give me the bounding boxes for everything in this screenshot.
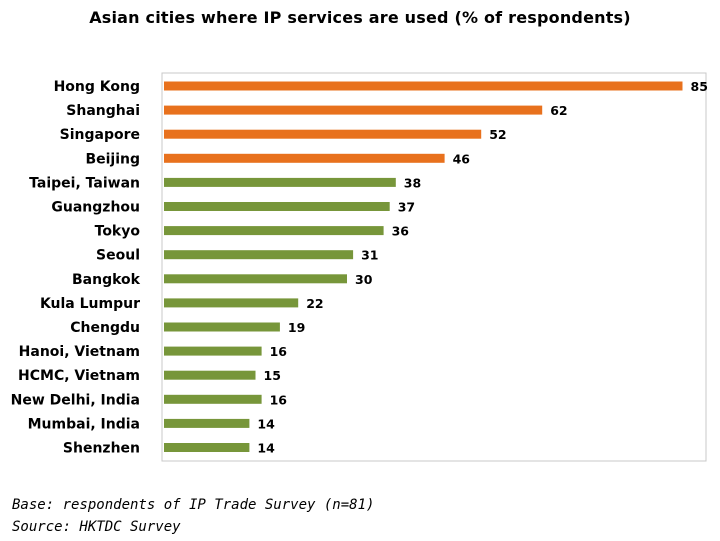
value-label: 36 [392, 224, 410, 239]
value-label: 14 [257, 441, 275, 456]
category-label: HCMC, Vietnam [18, 368, 140, 384]
category-label: Bangkok [72, 272, 141, 288]
category-label: Guangzhou [51, 200, 140, 216]
bar [164, 153, 445, 163]
value-label: 30 [355, 272, 373, 287]
bar [164, 105, 543, 115]
value-label: 46 [453, 151, 471, 166]
bar [164, 394, 262, 404]
category-label: Shanghai [66, 103, 140, 119]
source-note: Source: HKTDC Survey [12, 519, 181, 535]
category-label: Mumbai, India [28, 416, 140, 432]
value-label: 52 [489, 127, 506, 142]
value-label: 22 [306, 296, 323, 311]
bar [164, 177, 396, 187]
value-label: 37 [398, 200, 415, 215]
value-label: 62 [550, 103, 567, 118]
value-label: 16 [270, 392, 288, 407]
bar [164, 250, 354, 260]
category-label: Tokyo [95, 224, 141, 240]
category-label: Beijing [85, 151, 140, 167]
bar [164, 370, 256, 380]
category-label: New Delhi, India [11, 392, 140, 408]
chart-title: Asian cities where IP services are used … [89, 8, 631, 27]
category-label: Kula Lumpur [40, 296, 140, 312]
bar [164, 298, 299, 308]
category-label: Taipei, Taiwan [29, 175, 140, 191]
category-label: Singapore [60, 127, 140, 143]
bar [164, 418, 250, 428]
value-label: 16 [270, 344, 288, 359]
bar [164, 202, 390, 211]
value-label: 15 [264, 368, 281, 383]
value-label: 14 [257, 416, 275, 431]
category-label: Hong Kong [54, 79, 140, 95]
category-label: Hanoi, Vietnam [19, 344, 140, 360]
bar [164, 226, 384, 236]
plot-frame [161, 72, 707, 462]
category-label: Seoul [96, 248, 140, 264]
value-label: 85 [691, 79, 708, 94]
category-label: Chengdu [70, 320, 140, 336]
bars-layer [164, 81, 683, 452]
bar [164, 81, 683, 91]
bar [164, 129, 482, 139]
bar [164, 274, 347, 284]
category-label: Shenzhen [63, 441, 140, 457]
bar [164, 322, 280, 332]
value-label: 31 [361, 248, 378, 263]
value-label: 38 [404, 175, 421, 190]
value-label: 19 [288, 320, 305, 335]
bar [164, 346, 262, 356]
category-labels: Hong Kong Shanghai Singapore Beijing Taipei,… [11, 79, 141, 457]
bar [164, 443, 250, 452]
base-note: Base: respondents of IP Trade Survey (n=… [12, 497, 375, 513]
